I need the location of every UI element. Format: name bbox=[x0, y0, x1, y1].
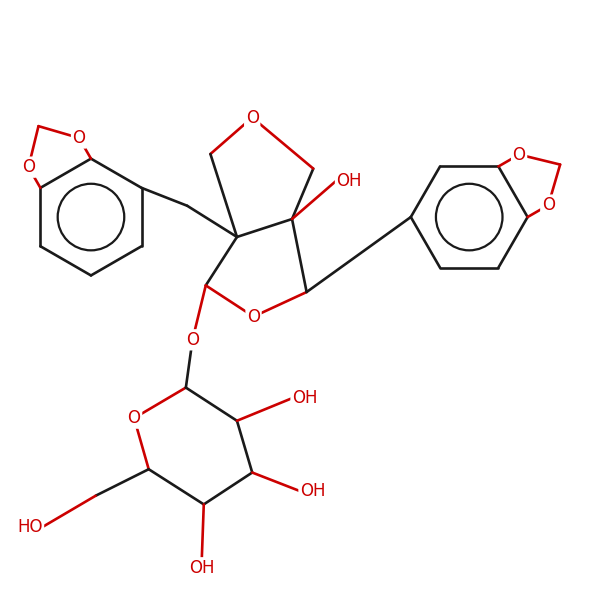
Text: O: O bbox=[246, 109, 259, 127]
Text: OH: OH bbox=[300, 482, 325, 500]
Text: OH: OH bbox=[292, 389, 317, 407]
Text: O: O bbox=[512, 146, 526, 164]
Text: HO: HO bbox=[17, 518, 43, 536]
Text: OH: OH bbox=[189, 559, 215, 577]
Text: O: O bbox=[128, 409, 140, 427]
Text: O: O bbox=[247, 308, 260, 326]
Text: O: O bbox=[22, 158, 35, 176]
Text: OH: OH bbox=[337, 172, 362, 190]
Text: O: O bbox=[73, 129, 86, 147]
Text: O: O bbox=[186, 331, 199, 349]
Text: O: O bbox=[542, 196, 555, 214]
